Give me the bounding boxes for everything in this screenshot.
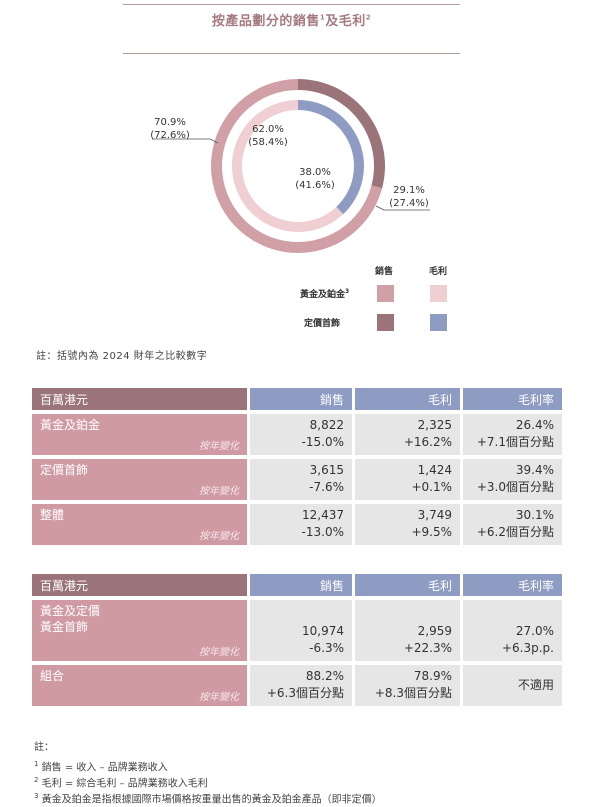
chart-title: 按產品劃分的銷售1及毛利2 bbox=[211, 13, 372, 29]
table-row-label: 組合 按年變化 bbox=[32, 665, 247, 706]
table2-header-sales: 銷售 bbox=[250, 574, 352, 596]
legend-header-sales: 銷售 bbox=[375, 267, 394, 277]
table1-header-rate: 毛利率 bbox=[463, 388, 562, 410]
table-cell-sales: 88.2% +6.3個百分點 bbox=[250, 665, 352, 706]
inner-label-jewellery: 38.0% (41.6%) bbox=[295, 167, 335, 191]
table2-header-rate: 毛利率 bbox=[463, 574, 562, 596]
table-row-label: 黃金及鉑金 按年變化 bbox=[32, 414, 247, 455]
table-row-label: 黃金及定價 黃金首飾 按年變化 bbox=[32, 600, 247, 661]
table-row-label: 定價首飾 按年變化 bbox=[32, 459, 247, 500]
table-cell-rate: 26.4% +7.1個百分點 bbox=[463, 414, 562, 455]
table-cell-rate: 39.4% +3.0個百分點 bbox=[463, 459, 562, 500]
title-rule bbox=[123, 53, 460, 54]
legend-swatch-gold-sales bbox=[377, 285, 394, 302]
table-cell-margin: 2,325 +16.2% bbox=[355, 414, 460, 455]
comparison-note: 註：括號內為 2024 財年之比較數字 bbox=[36, 351, 208, 362]
legend-swatch-jewellery-margin bbox=[430, 314, 447, 331]
table2-header-unit: 百萬港元 bbox=[32, 574, 247, 596]
legend-label-gold: 黃金及鉑金3 bbox=[300, 288, 350, 300]
donut-chart bbox=[152, 79, 430, 253]
inner-slice-jewellery bbox=[298, 100, 364, 215]
table1-header-unit: 百萬港元 bbox=[32, 388, 247, 410]
outer-label-gold: 70.9% (72.6%) bbox=[150, 117, 190, 141]
legend-swatch-gold-margin bbox=[430, 285, 447, 302]
table-cell-sales: 8,822 -15.0% bbox=[250, 414, 352, 455]
table1-header-margin: 毛利 bbox=[355, 388, 460, 410]
leader-line-left bbox=[152, 138, 219, 144]
footnotes-heading: 註： bbox=[34, 742, 54, 753]
table-cell-rate: 30.1% +6.2個百分點 bbox=[463, 504, 562, 545]
footnote-item: 2 毛利 = 綜合毛利 – 品牌業務收入毛利 bbox=[34, 776, 208, 790]
table-cell-margin: 1,424 +0.1% bbox=[355, 459, 460, 500]
footnote-item: 3 黃金及鉑金是指根據國際市場價格按重量出售的黃金及鉑金產品（即非定價） bbox=[34, 792, 382, 806]
inner-slice-gold bbox=[232, 100, 344, 232]
table-cell-sales: 10,974 -6.3% bbox=[250, 600, 352, 661]
legend-swatch-jewellery-sales bbox=[377, 314, 394, 331]
table-cell-sales: 3,615 -7.6% bbox=[250, 459, 352, 500]
leader-line-right bbox=[375, 205, 430, 211]
top-rule bbox=[123, 4, 460, 5]
inner-label-gold: 62.0% (58.4%) bbox=[248, 124, 288, 148]
table-cell-sales: 12,437 -13.0% bbox=[250, 504, 352, 545]
table-cell-rate: 27.0% +6.3p.p. bbox=[463, 600, 562, 661]
table1-header-sales: 銷售 bbox=[250, 388, 352, 410]
table-cell-margin: 3,749 +9.5% bbox=[355, 504, 460, 545]
legend-header-margin: 毛利 bbox=[429, 267, 448, 277]
table-cell-rate: 不適用 bbox=[463, 665, 562, 706]
footnote-item: 1 銷售 = 收入 – 品牌業務收入 bbox=[34, 760, 168, 774]
table-row-label: 整體 按年變化 bbox=[32, 504, 247, 545]
table-cell-margin: 2,959 +22.3% bbox=[355, 600, 460, 661]
outer-slice-jewellery bbox=[298, 79, 385, 189]
table-cell-margin: 78.9% +8.3個百分點 bbox=[355, 665, 460, 706]
outer-label-jewellery: 29.1% (27.4%) bbox=[389, 185, 429, 209]
table2-header-margin: 毛利 bbox=[355, 574, 460, 596]
legend-label-jewellery: 定價首飾 bbox=[304, 319, 341, 329]
